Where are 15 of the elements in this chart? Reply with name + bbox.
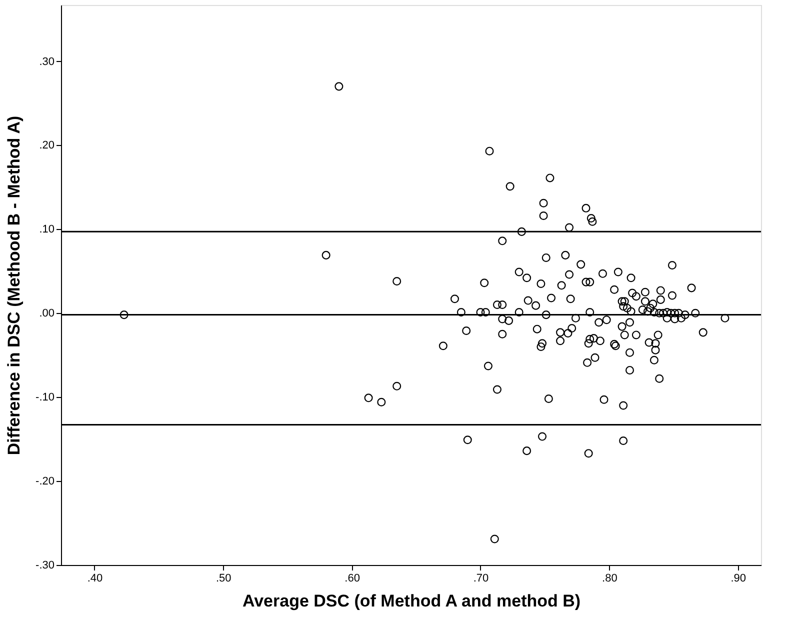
y-tick-label: -.20 <box>36 476 54 488</box>
y-tick-label: .20 <box>39 140 54 152</box>
x-tick-label: .50 <box>216 572 232 584</box>
y-tick-label: .30 <box>39 56 54 68</box>
x-tick-label: .70 <box>473 572 489 584</box>
y-axis-title: Difference in DSC (Methood B - Method A) <box>4 116 24 456</box>
y-tick-label: .00 <box>39 308 54 320</box>
x-tick-label: .90 <box>730 572 746 584</box>
y-tick-label: -.10 <box>36 392 54 404</box>
y-tick-label: -.30 <box>36 560 54 572</box>
x-tick-label: .80 <box>602 572 618 584</box>
x-tick-label: .60 <box>344 572 360 584</box>
x-tick-label: .40 <box>87 572 103 584</box>
y-tick-label: .10 <box>39 224 54 236</box>
x-axis-title: Average DSC (of Method A and method B) <box>242 592 581 610</box>
